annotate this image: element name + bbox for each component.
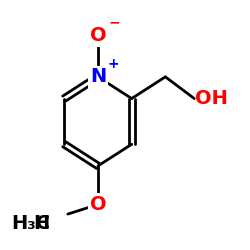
Text: +: + [108, 56, 120, 70]
Text: N: N [90, 67, 106, 86]
Text: H: H [34, 214, 50, 233]
Text: O: O [90, 195, 106, 214]
Text: −: − [109, 16, 121, 30]
Text: OH: OH [196, 89, 228, 108]
Text: H₃C: H₃C [11, 214, 50, 233]
Text: O: O [90, 26, 106, 46]
